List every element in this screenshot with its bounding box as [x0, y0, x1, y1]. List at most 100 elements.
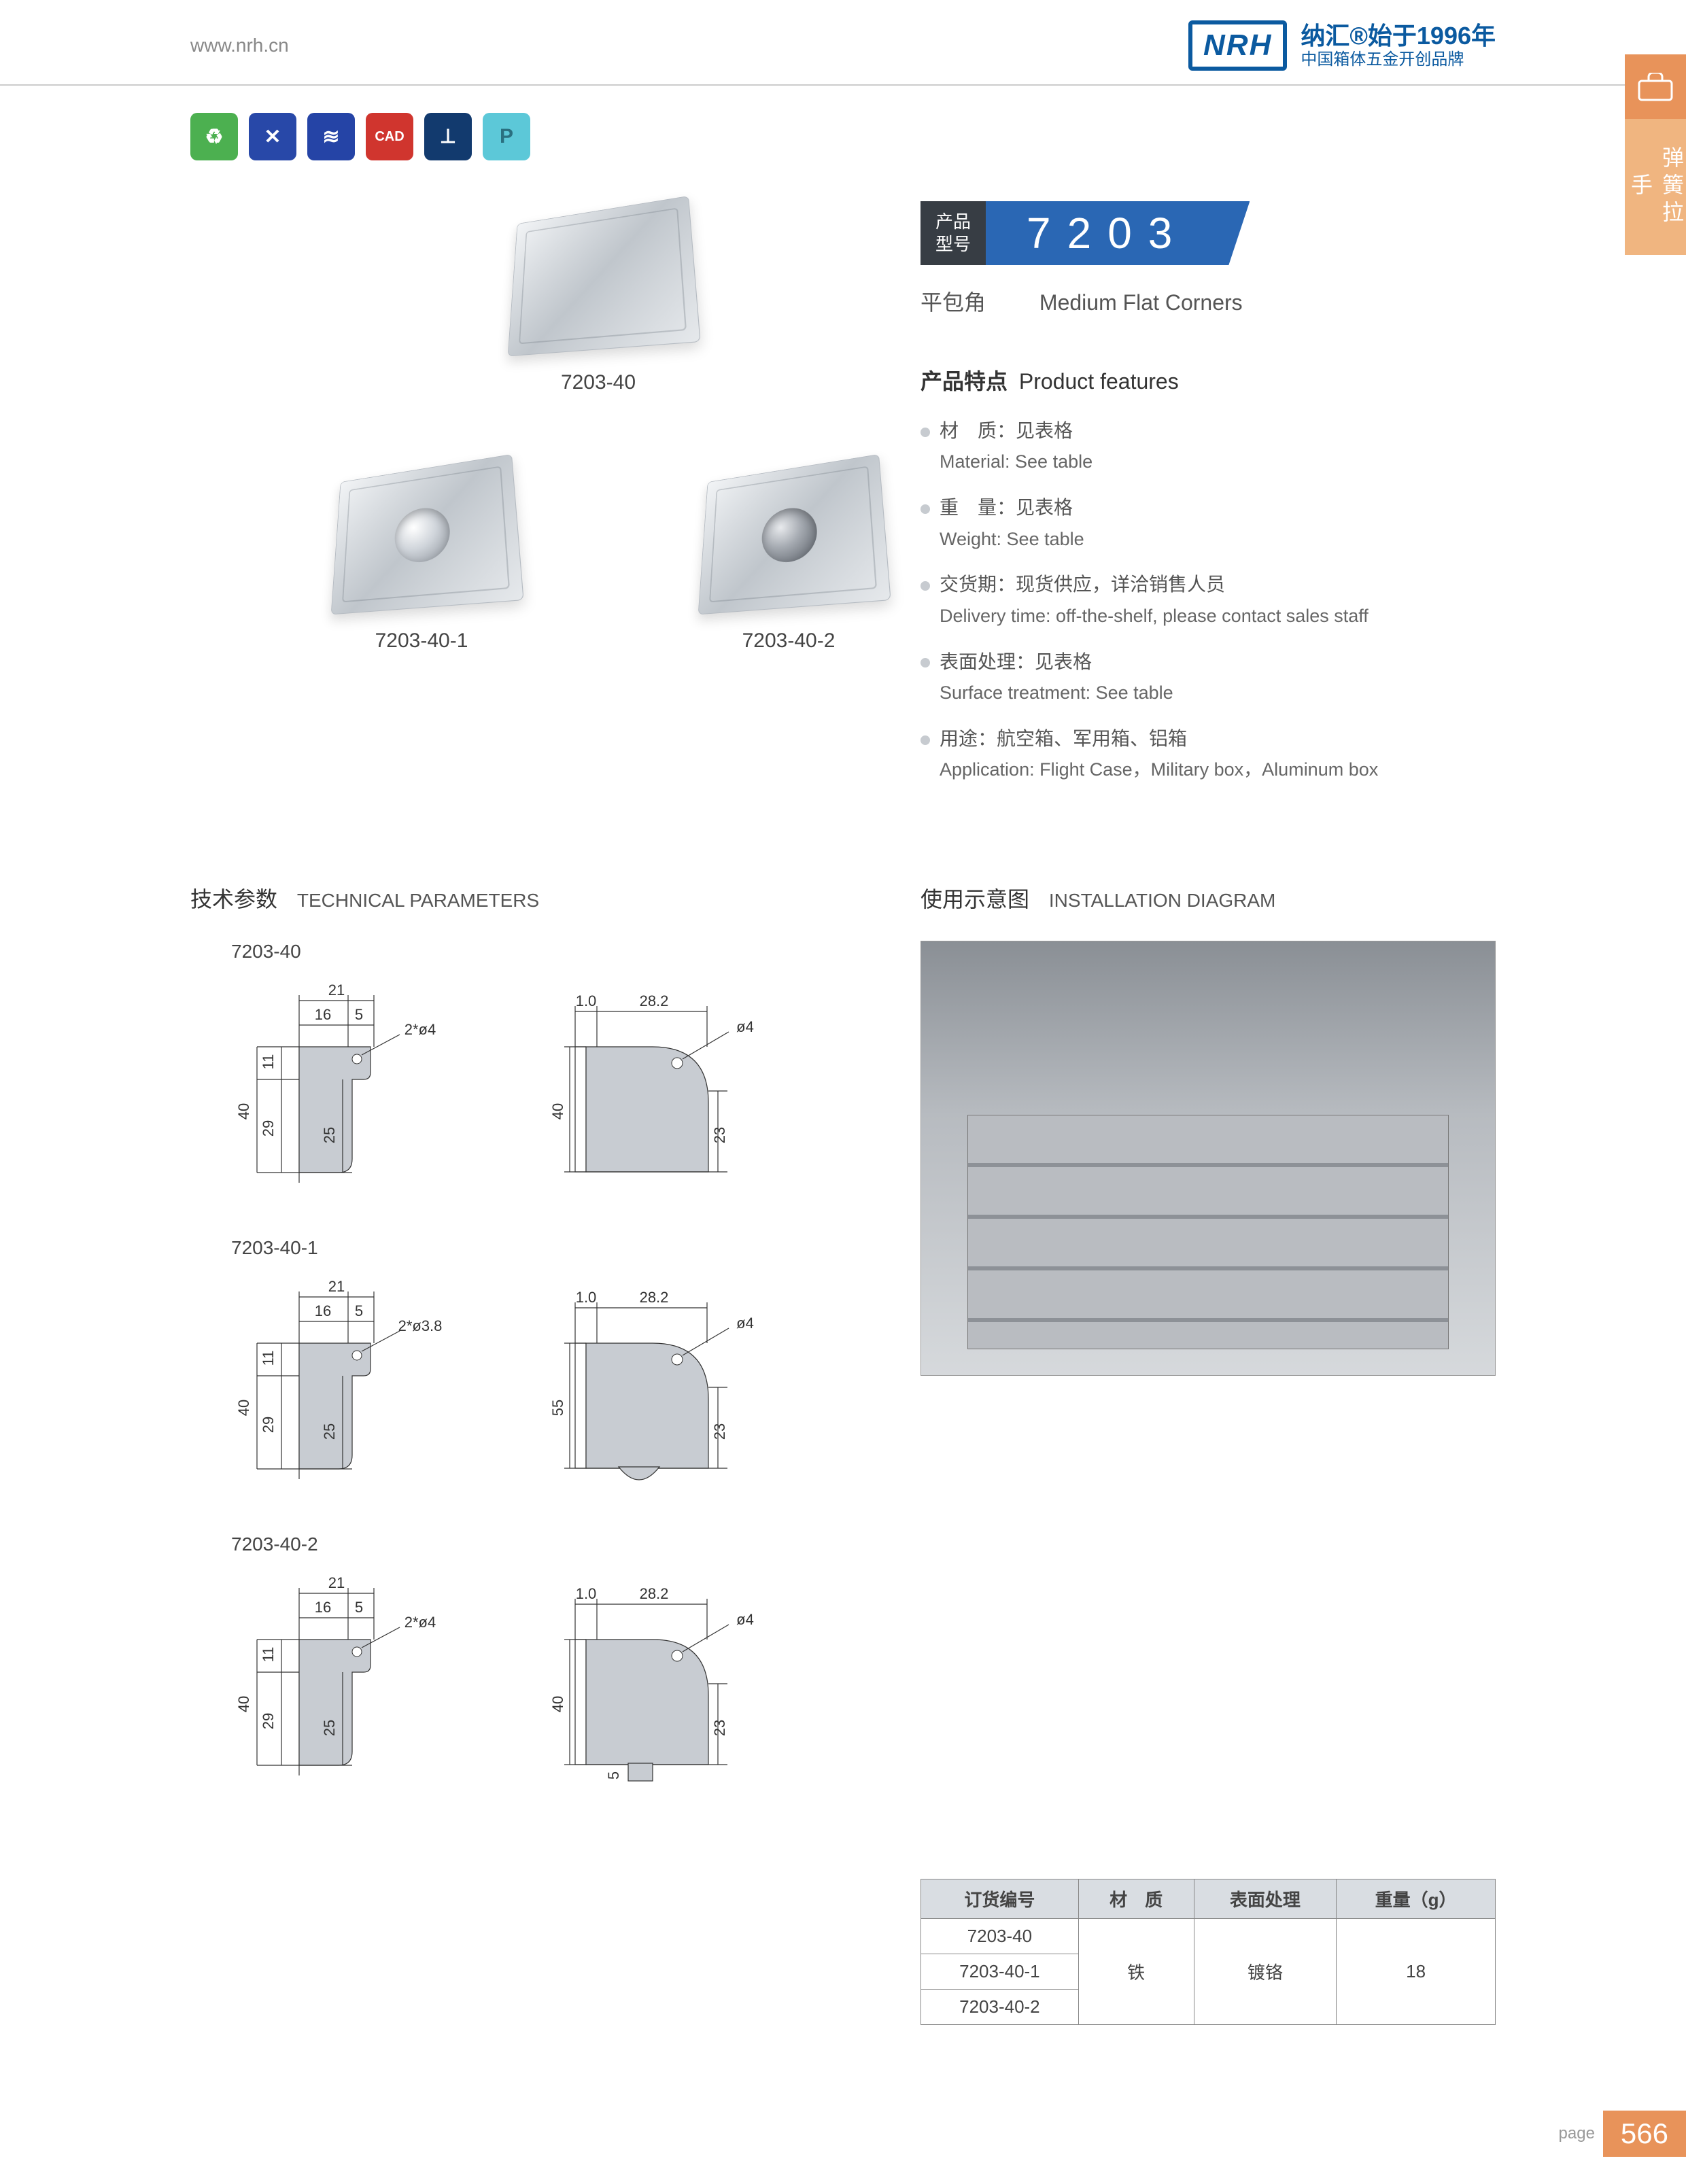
- diagram-label: 7203-40: [231, 941, 893, 963]
- diagram-front: 21 16 5 2*ø4 40 11 29 25: [218, 979, 462, 1196]
- table-header: 重量（g）: [1337, 1879, 1496, 1919]
- feature-item: 重 量：见表格Weight: See table: [921, 493, 1496, 553]
- feature-item: 用途：航空箱、军用箱、铝箱Application: Flight Case，Mi…: [921, 724, 1496, 784]
- table-header: 材 质: [1078, 1879, 1194, 1919]
- p-icon: P: [483, 113, 530, 160]
- tech-title-cn: 技术参数: [190, 887, 277, 912]
- tech-title-en: TECHNICAL PARAMETERS: [297, 890, 539, 911]
- website-url: www.nrh.cn: [190, 35, 289, 56]
- svg-text:11: 11: [260, 1647, 277, 1663]
- logo-line-1: 纳汇®始于1996年: [1301, 21, 1496, 50]
- product-image-3: 7203-40-2: [666, 460, 911, 653]
- svg-text:25: 25: [321, 1423, 338, 1440]
- feature-item: 表面处理：见表格Surface treatment: See table: [921, 647, 1496, 708]
- eco-icon: ♻: [190, 113, 238, 160]
- svg-text:5: 5: [355, 1599, 363, 1616]
- svg-text:55: 55: [549, 1400, 566, 1416]
- model-plate: 产品 型号 7203: [921, 201, 1496, 265]
- features-title: 产品特点 Product features: [921, 364, 1496, 396]
- svg-text:25: 25: [321, 1127, 338, 1143]
- product-label-2: 7203-40-1: [299, 629, 544, 653]
- cell-part-no: 7203-40: [921, 1919, 1079, 1954]
- svg-text:21: 21: [328, 1574, 345, 1591]
- svg-text:28.2: 28.2: [640, 1289, 669, 1306]
- page-label: page: [1559, 2124, 1595, 2143]
- svg-text:16: 16: [315, 1599, 331, 1616]
- model-tag-line2: 型号: [935, 233, 971, 256]
- tech-diagram-d2: 7203-40-1 21 16 5 2*ø3.8 40 11 29 25 1.0…: [190, 1237, 893, 1493]
- svg-text:1.0: 1.0: [576, 992, 597, 1009]
- cell-part-no: 7203-40-1: [921, 1954, 1079, 1990]
- spring-icon: ≋: [307, 113, 355, 160]
- svg-text:29: 29: [260, 1417, 277, 1433]
- feature-icon-row: ♻ ✕ ≋ CAD ⟂ P: [190, 113, 1496, 160]
- svg-text:23: 23: [711, 1720, 728, 1736]
- brand-logo: NRH 纳汇®始于1996年 中国箱体五金开创品牌: [1188, 20, 1496, 71]
- svg-text:21: 21: [328, 982, 345, 999]
- side-category-tab: 弹簧拉手: [1625, 54, 1686, 255]
- feature-item: 交货期：现货供应，详洽销售人员Delivery time: off-the-sh…: [921, 570, 1496, 630]
- install-title: 使用示意图 INSTALLATION DIAGRAM: [921, 882, 1496, 914]
- svg-text:23: 23: [711, 1423, 728, 1440]
- product-image-1: 7203-40: [476, 201, 721, 394]
- tech-diagram-d1: 7203-40 21 16 5 2*ø4 40 11 29 25 1.0 28.…: [190, 941, 893, 1196]
- diagram-side: 1.0 28.2 ø4 40 23: [537, 979, 782, 1196]
- diagram-label: 7203-40-2: [231, 1533, 893, 1555]
- tech-diagram-d3: 7203-40-2 21 16 5 2*ø4 40 11 29 25 1.0 2…: [190, 1533, 893, 1789]
- diagram-label: 7203-40-1: [231, 1237, 893, 1259]
- product-label-3: 7203-40-2: [666, 629, 911, 653]
- svg-text:29: 29: [260, 1713, 277, 1729]
- spec-table: 订货编号材 质表面处理重量（g） 7203-40铁镀铬187203-40-172…: [921, 1879, 1496, 2025]
- svg-text:2*ø4: 2*ø4: [405, 1021, 436, 1038]
- svg-text:29: 29: [260, 1120, 277, 1137]
- svg-text:16: 16: [315, 1006, 331, 1023]
- model-tag-line1: 产品: [935, 211, 971, 233]
- product-name-en: Medium Flat Corners: [1039, 290, 1243, 315]
- svg-text:ø4: ø4: [736, 1315, 754, 1332]
- logo-text: 纳汇®始于1996年 中国箱体五金开创品牌: [1301, 21, 1496, 70]
- page-header: www.nrh.cn NRH 纳汇®始于1996年 中国箱体五金开创品牌: [0, 0, 1686, 86]
- product-gallery: 7203-40 7203-40-1 7203-40-2: [299, 201, 893, 691]
- page-content: ♻ ✕ ≋ CAD ⟂ P 7203-40 7203-40-1 7203-40-…: [0, 86, 1686, 2052]
- svg-text:28.2: 28.2: [640, 992, 669, 1009]
- feature-item: 材 质：见表格Material: See table: [921, 416, 1496, 476]
- cell-material: 铁: [1078, 1919, 1194, 2025]
- model-tag: 产品 型号: [921, 201, 986, 265]
- product-name-cn: 平包角: [921, 290, 986, 315]
- svg-text:2*ø4: 2*ø4: [405, 1614, 436, 1631]
- features-title-cn: 产品特点: [921, 369, 1008, 394]
- side-tab-label: 弹簧拉手: [1625, 119, 1686, 255]
- diagram-side: 1.0 28.2 ø4 55 23: [537, 1275, 782, 1493]
- svg-text:40: 40: [549, 1103, 566, 1120]
- svg-text:2*ø3.8: 2*ø3.8: [398, 1317, 443, 1334]
- features-title-en: Product features: [1019, 369, 1179, 394]
- svg-text:40: 40: [235, 1103, 252, 1120]
- screw-icon: ⟂: [424, 113, 472, 160]
- cell-weight: 18: [1337, 1919, 1496, 2025]
- svg-text:1.0: 1.0: [576, 1585, 597, 1602]
- svg-text:40: 40: [549, 1696, 566, 1712]
- svg-text:11: 11: [260, 1351, 277, 1366]
- svg-text:ø4: ø4: [736, 1018, 754, 1035]
- svg-text:21: 21: [328, 1278, 345, 1295]
- svg-text:40: 40: [235, 1696, 252, 1712]
- svg-text:28.2: 28.2: [640, 1585, 669, 1602]
- svg-text:23: 23: [711, 1127, 728, 1143]
- diagram-front: 21 16 5 2*ø3.8 40 11 29 25: [218, 1275, 462, 1493]
- tools-icon: ✕: [249, 113, 296, 160]
- table-header: 订货编号: [921, 1879, 1079, 1919]
- page-number: 566: [1603, 2111, 1686, 2157]
- page-footer: page 566: [1559, 2111, 1686, 2157]
- cad-icon: CAD: [366, 113, 413, 160]
- svg-text:40: 40: [235, 1400, 252, 1416]
- model-number: 7203: [986, 201, 1250, 265]
- table-row: 7203-40铁镀铬18: [921, 1919, 1496, 1954]
- svg-text:1.0: 1.0: [576, 1289, 597, 1306]
- diagram-front: 21 16 5 2*ø4 40 11 29 25: [218, 1572, 462, 1789]
- svg-text:5: 5: [355, 1302, 363, 1319]
- tech-params-title: 技术参数 TECHNICAL PARAMETERS: [190, 882, 893, 914]
- svg-text:5: 5: [605, 1771, 622, 1780]
- install-title-en: INSTALLATION DIAGRAM: [1049, 890, 1275, 911]
- product-name: 平包角 Medium Flat Corners: [921, 285, 1496, 317]
- svg-text:16: 16: [315, 1302, 331, 1319]
